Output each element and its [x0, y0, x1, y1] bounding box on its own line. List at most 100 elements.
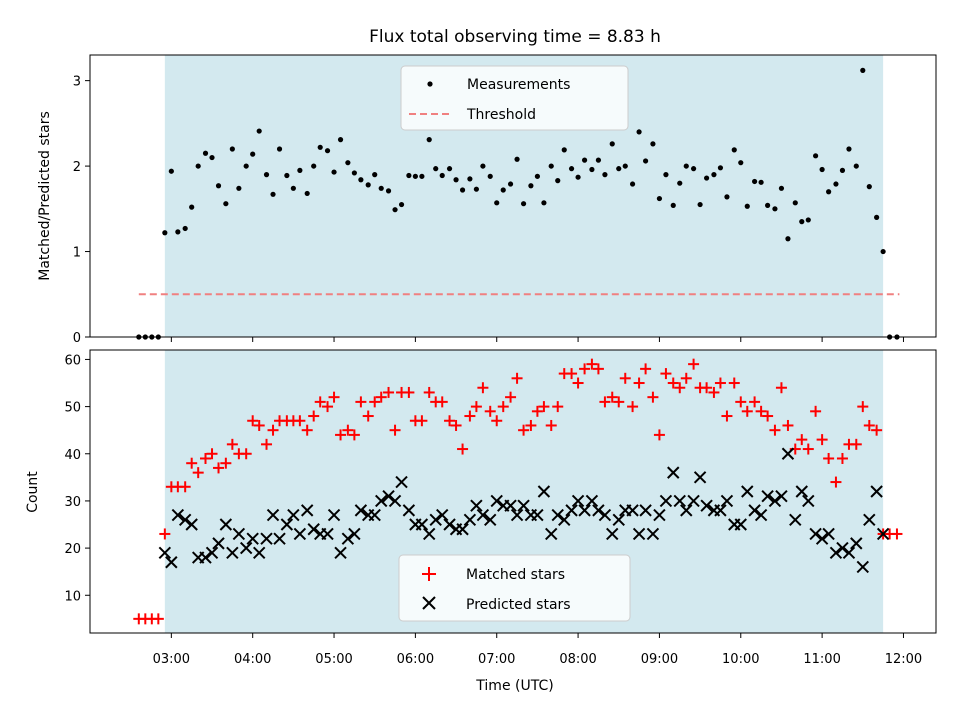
bottom-xticks: 03:00 04:00 05:00 06:00 07:00 08:00 09:00 10:00… — [153, 633, 922, 667]
data-point-predicted — [429, 513, 442, 527]
bottom-axes-frame — [89, 349, 937, 634]
data-point-predicted — [748, 504, 761, 517]
data-point-predicted — [531, 508, 544, 522]
data-point-measurement — [385, 188, 392, 194]
data-point-matched — [511, 372, 523, 384]
data-point-measurement — [433, 166, 439, 172]
data-point-measurement — [351, 170, 357, 176]
data-point-measurement — [555, 178, 561, 184]
data-point-matched — [518, 424, 530, 436]
data-point-matched — [871, 424, 883, 436]
data-point-predicted — [219, 518, 233, 531]
data-point-predicted — [476, 508, 490, 522]
data-point-predicted — [273, 532, 286, 545]
data-point-matched — [627, 401, 639, 413]
data-point-predicted — [761, 490, 774, 503]
data-point-predicted — [754, 508, 768, 522]
data-point-predicted — [436, 508, 449, 522]
data-point-measurement — [650, 141, 656, 147]
data-point-matched — [192, 467, 204, 479]
data-point-predicted — [239, 541, 253, 555]
data-point-measurement — [568, 166, 575, 172]
data-point-matched — [200, 452, 212, 464]
data-point-predicted — [720, 494, 734, 508]
data-point-predicted — [341, 532, 355, 545]
data-point-predicted — [443, 518, 456, 531]
data-point-predicted — [646, 527, 660, 541]
data-point-matched — [470, 401, 482, 413]
data-point-matched — [362, 410, 374, 422]
data-point-predicted — [537, 485, 551, 498]
data-point-measurement — [256, 128, 262, 134]
data-point-predicted — [368, 508, 381, 522]
data-point-measurement — [175, 229, 181, 235]
data-point-matched — [653, 429, 665, 441]
data-point-measurement — [622, 163, 628, 169]
data-point-measurement — [317, 144, 323, 150]
data-point-measurement — [480, 163, 486, 169]
data-point-measurement — [785, 236, 791, 242]
data-point-matched — [830, 476, 842, 488]
data-point-predicted — [354, 504, 368, 517]
x-tick-label: 08:00 — [559, 652, 596, 667]
data-point-measurement — [880, 248, 886, 255]
data-point-predicted — [185, 518, 198, 531]
bottom-points-predicted — [158, 447, 890, 574]
data-point-measurement — [345, 160, 351, 166]
data-point-predicted — [768, 494, 782, 508]
data-point-matched — [586, 358, 598, 370]
data-point-measurement — [202, 150, 209, 156]
data-point-matched — [749, 396, 761, 408]
y-tick-label: 30 — [64, 495, 81, 510]
data-point-measurement — [378, 185, 384, 191]
data-point-predicted — [226, 546, 239, 560]
data-point-matched — [179, 481, 191, 493]
y-tick-label: 0 — [73, 331, 81, 346]
y-tick-label: 40 — [64, 448, 81, 463]
data-point-predicted — [293, 527, 307, 541]
legend-label-predicted: Predicted stars — [466, 597, 571, 613]
data-point-matched — [599, 396, 611, 408]
data-point-matched — [762, 410, 774, 422]
data-point-matched — [701, 382, 713, 394]
top-legend-box — [400, 65, 629, 131]
data-point-measurement — [473, 186, 479, 192]
data-point-predicted — [653, 508, 666, 522]
data-point-predicted — [781, 447, 795, 460]
data-point-matched — [816, 434, 828, 446]
data-point-measurement — [561, 147, 567, 153]
data-point-measurement — [717, 165, 724, 171]
data-point-predicted — [321, 527, 334, 541]
data-point-measurement — [263, 172, 270, 178]
data-point-predicted — [212, 537, 225, 550]
bottom-points-matched — [133, 358, 903, 625]
data-point-predicted — [714, 504, 727, 517]
data-point-matched — [850, 438, 862, 450]
data-point-predicted — [463, 513, 477, 527]
legend-marker-matched — [422, 567, 436, 581]
data-point-measurement — [324, 148, 331, 154]
data-point-predicted — [300, 504, 314, 517]
data-point-measurement — [297, 167, 303, 173]
data-point-measurement — [168, 168, 174, 174]
data-point-predicted — [700, 499, 713, 512]
data-point-matched — [810, 405, 822, 417]
data-point-measurement — [874, 214, 880, 220]
top-points — [136, 67, 900, 340]
data-point-measurement — [520, 201, 527, 207]
data-point-measurement — [392, 207, 398, 213]
x-tick-label: 06:00 — [397, 652, 434, 667]
data-point-predicted — [199, 551, 212, 564]
data-point-measurement — [616, 166, 622, 172]
data-point-matched — [477, 382, 489, 394]
data-point-measurement — [195, 163, 201, 169]
data-point-measurement — [276, 146, 283, 152]
data-point-matched — [592, 363, 604, 375]
data-point-matched — [220, 457, 232, 469]
top-ylabel: Matched/Predicted stars — [37, 111, 53, 281]
data-point-predicted — [673, 494, 686, 508]
data-point-predicted — [402, 504, 416, 517]
data-point-measurement — [805, 217, 811, 223]
data-point-matched — [403, 386, 415, 398]
